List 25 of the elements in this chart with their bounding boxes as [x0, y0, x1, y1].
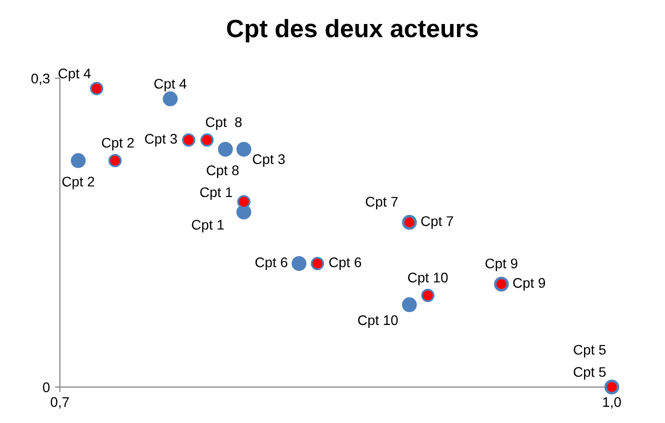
- data-label: Cpt 9: [486, 258, 518, 272]
- x-tick-label: 1,0: [603, 397, 621, 409]
- data-label: Cpt 10: [408, 272, 448, 286]
- data-label: Cpt 1: [192, 220, 224, 232]
- data-label: Cpt 7: [421, 216, 454, 229]
- data-label: Cpt 8: [206, 117, 242, 130]
- data-label: Cpt 9: [513, 278, 546, 291]
- data-label: Cpt 3: [252, 154, 285, 167]
- data-label: Cpt 5: [574, 367, 606, 380]
- y-tick-label: 0,3: [31, 74, 50, 86]
- data-label: Cpt 4: [154, 78, 186, 92]
- data-label: Cpt 6: [255, 257, 288, 270]
- data-label: Cpt 10: [358, 315, 398, 328]
- x-tick-label: 0,7: [50, 397, 69, 409]
- data-label: Cpt 8: [206, 165, 239, 178]
- data-label: Cpt 2: [62, 176, 94, 190]
- data-label: Cpt 5: [574, 344, 606, 358]
- data-label: Cpt 2: [102, 138, 134, 150]
- data-label: Cpt 6: [329, 257, 362, 270]
- data-label: Cpt 4: [58, 68, 91, 82]
- y-tick-label: 0: [42, 382, 50, 392]
- data-label: Cpt 1: [200, 187, 232, 200]
- chart-title: Cpt des deux acteurs: [227, 19, 478, 42]
- data-label: Cpt 7: [366, 196, 398, 210]
- data-label: Cpt 3: [145, 134, 177, 146]
